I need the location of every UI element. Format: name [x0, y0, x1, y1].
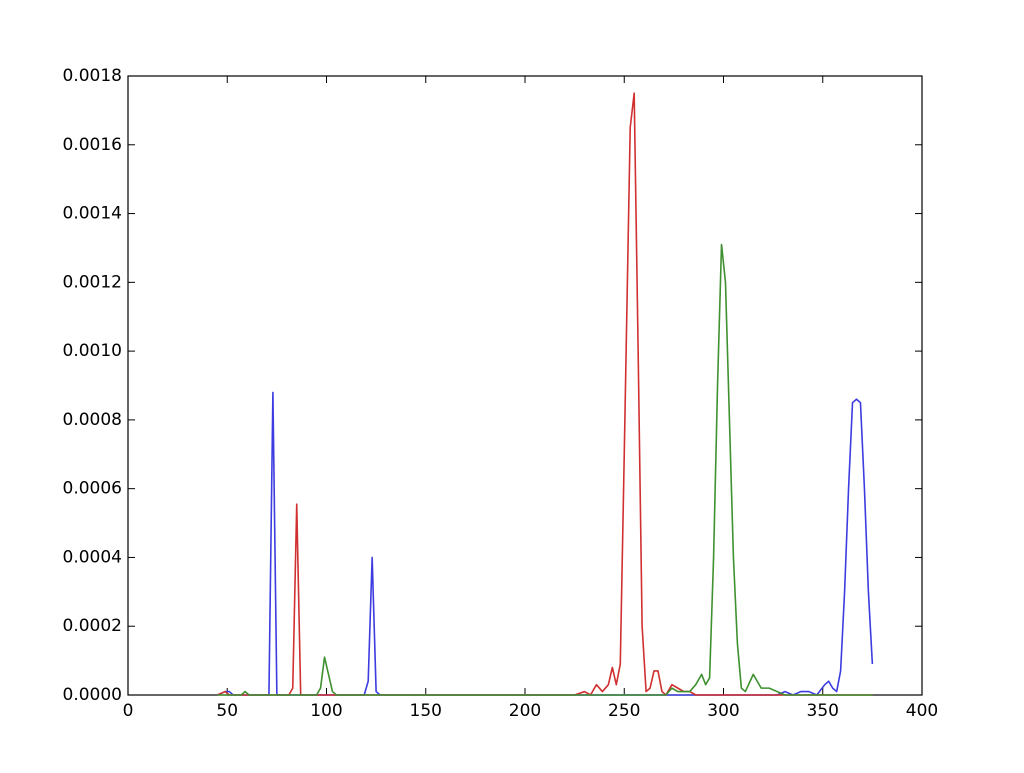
- line-series: [217, 92, 873, 696]
- plot-frame: [127, 75, 923, 696]
- x-tick-label: 350: [807, 701, 839, 721]
- x-tick-label: 100: [310, 701, 342, 721]
- y-tick-label: 0.0004: [63, 547, 122, 567]
- x-tick-label: 400: [906, 701, 938, 721]
- x-tick-label: 0: [123, 701, 134, 721]
- x-tick-label: 250: [608, 701, 640, 721]
- y-tick-label: 0.0010: [63, 341, 122, 361]
- line-series: [217, 243, 873, 696]
- x-tick-label: 300: [707, 701, 739, 721]
- y-tick-label: 0.0006: [63, 479, 122, 499]
- y-tick-label: 0.0014: [63, 204, 122, 224]
- line-series: [217, 391, 874, 696]
- y-tick-label: 0.0018: [63, 66, 122, 86]
- y-tick-label: 0.0012: [63, 272, 122, 292]
- x-tick-label: 200: [509, 701, 541, 721]
- y-tick-label: 0.0008: [63, 410, 122, 430]
- y-tick-label: 0.0000: [63, 685, 122, 705]
- x-tick-label: 150: [410, 701, 442, 721]
- x-tick-label: 50: [216, 701, 238, 721]
- y-tick-label: 0.0002: [63, 616, 122, 636]
- y-tick-label: 0.0016: [63, 135, 122, 155]
